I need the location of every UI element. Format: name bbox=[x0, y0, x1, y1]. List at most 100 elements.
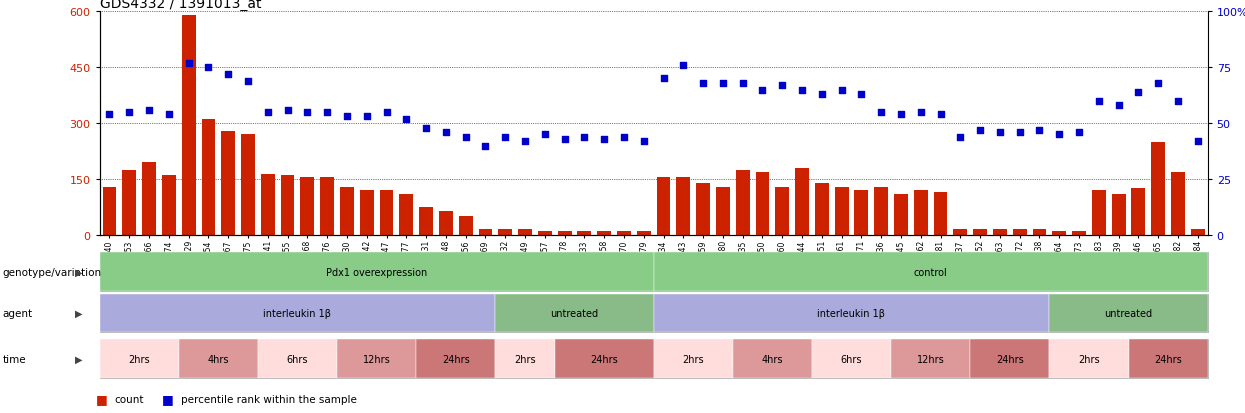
Bar bbox=[182, 16, 195, 235]
Bar bbox=[1092, 191, 1106, 235]
Bar bbox=[1012, 230, 1027, 235]
Bar bbox=[558, 232, 571, 235]
Point bbox=[456, 134, 476, 140]
Text: percentile rank within the sample: percentile rank within the sample bbox=[181, 394, 356, 404]
Text: untreated: untreated bbox=[550, 308, 599, 318]
Point bbox=[218, 71, 238, 78]
Bar bbox=[518, 230, 532, 235]
Point bbox=[674, 63, 693, 69]
Bar bbox=[222, 131, 235, 235]
Bar bbox=[1190, 230, 1205, 235]
Bar bbox=[914, 191, 928, 235]
Text: 4hrs: 4hrs bbox=[208, 354, 229, 364]
Point bbox=[120, 109, 139, 116]
Bar bbox=[974, 230, 987, 235]
Bar bbox=[162, 176, 176, 235]
Point bbox=[1148, 81, 1168, 87]
Bar bbox=[815, 183, 829, 235]
Text: untreated: untreated bbox=[1104, 308, 1153, 318]
Bar bbox=[796, 169, 809, 235]
Bar bbox=[478, 230, 492, 235]
Point bbox=[693, 81, 713, 87]
Point bbox=[614, 134, 634, 140]
Point bbox=[278, 107, 298, 114]
Point bbox=[258, 109, 278, 116]
Bar bbox=[280, 176, 295, 235]
Point bbox=[476, 143, 496, 150]
Bar bbox=[1152, 142, 1165, 235]
Bar bbox=[102, 187, 117, 235]
Point bbox=[812, 92, 832, 98]
Text: 2hrs: 2hrs bbox=[682, 354, 703, 364]
Text: agent: agent bbox=[2, 308, 32, 318]
Bar bbox=[261, 174, 275, 235]
Bar bbox=[934, 192, 947, 235]
Bar bbox=[874, 187, 888, 235]
Bar bbox=[538, 232, 552, 235]
Text: time: time bbox=[2, 354, 26, 364]
Point bbox=[594, 136, 614, 143]
Point bbox=[752, 87, 772, 94]
Bar bbox=[776, 187, 789, 235]
Text: GDS4332 / 1391013_at: GDS4332 / 1391013_at bbox=[100, 0, 261, 12]
Point bbox=[1030, 127, 1050, 134]
Point bbox=[891, 112, 911, 118]
Point bbox=[238, 78, 258, 85]
Bar bbox=[716, 187, 730, 235]
Text: control: control bbox=[914, 267, 947, 277]
Bar bbox=[894, 195, 908, 235]
Text: 6hrs: 6hrs bbox=[286, 354, 309, 364]
Bar bbox=[676, 178, 690, 235]
Bar bbox=[1172, 172, 1185, 235]
Point bbox=[654, 76, 674, 83]
Text: 24hrs: 24hrs bbox=[1154, 354, 1182, 364]
Point bbox=[357, 114, 377, 121]
Point bbox=[179, 60, 199, 67]
Bar bbox=[340, 187, 354, 235]
Text: count: count bbox=[115, 394, 144, 404]
Bar bbox=[994, 230, 1007, 235]
Text: 6hrs: 6hrs bbox=[840, 354, 863, 364]
Point bbox=[1188, 138, 1208, 145]
Point bbox=[100, 112, 120, 118]
Bar bbox=[736, 170, 749, 235]
Text: ■: ■ bbox=[96, 392, 108, 405]
Text: 2hrs: 2hrs bbox=[128, 354, 149, 364]
Text: interleukin 1β: interleukin 1β bbox=[264, 308, 331, 318]
Bar bbox=[380, 191, 393, 235]
Bar bbox=[458, 217, 473, 235]
Point bbox=[515, 138, 535, 145]
Point bbox=[436, 130, 456, 136]
Point bbox=[535, 132, 555, 138]
Bar bbox=[360, 191, 373, 235]
Text: interleukin 1β: interleukin 1β bbox=[818, 308, 885, 318]
Point bbox=[396, 116, 416, 123]
Point bbox=[1050, 132, 1069, 138]
Point bbox=[574, 134, 594, 140]
Text: ▶: ▶ bbox=[75, 308, 82, 318]
Text: 12hrs: 12hrs bbox=[916, 354, 945, 364]
Text: 24hrs: 24hrs bbox=[590, 354, 618, 364]
Point bbox=[139, 107, 159, 114]
Point bbox=[554, 136, 574, 143]
Bar bbox=[420, 207, 433, 235]
Bar bbox=[598, 232, 611, 235]
Point bbox=[1128, 89, 1148, 96]
Bar bbox=[300, 178, 314, 235]
Bar bbox=[122, 170, 136, 235]
Point bbox=[950, 134, 970, 140]
Bar bbox=[656, 178, 671, 235]
Text: 2hrs: 2hrs bbox=[514, 354, 535, 364]
Point bbox=[1069, 130, 1089, 136]
Bar bbox=[498, 230, 512, 235]
Point bbox=[376, 109, 396, 116]
Point bbox=[713, 81, 733, 87]
Bar bbox=[202, 120, 215, 235]
Text: 24hrs: 24hrs bbox=[996, 354, 1023, 364]
Point bbox=[872, 109, 891, 116]
Text: Pdx1 overexpression: Pdx1 overexpression bbox=[326, 267, 427, 277]
Bar bbox=[1132, 189, 1145, 235]
Point bbox=[1168, 98, 1188, 105]
Point bbox=[1089, 98, 1109, 105]
Text: ▶: ▶ bbox=[75, 267, 82, 277]
